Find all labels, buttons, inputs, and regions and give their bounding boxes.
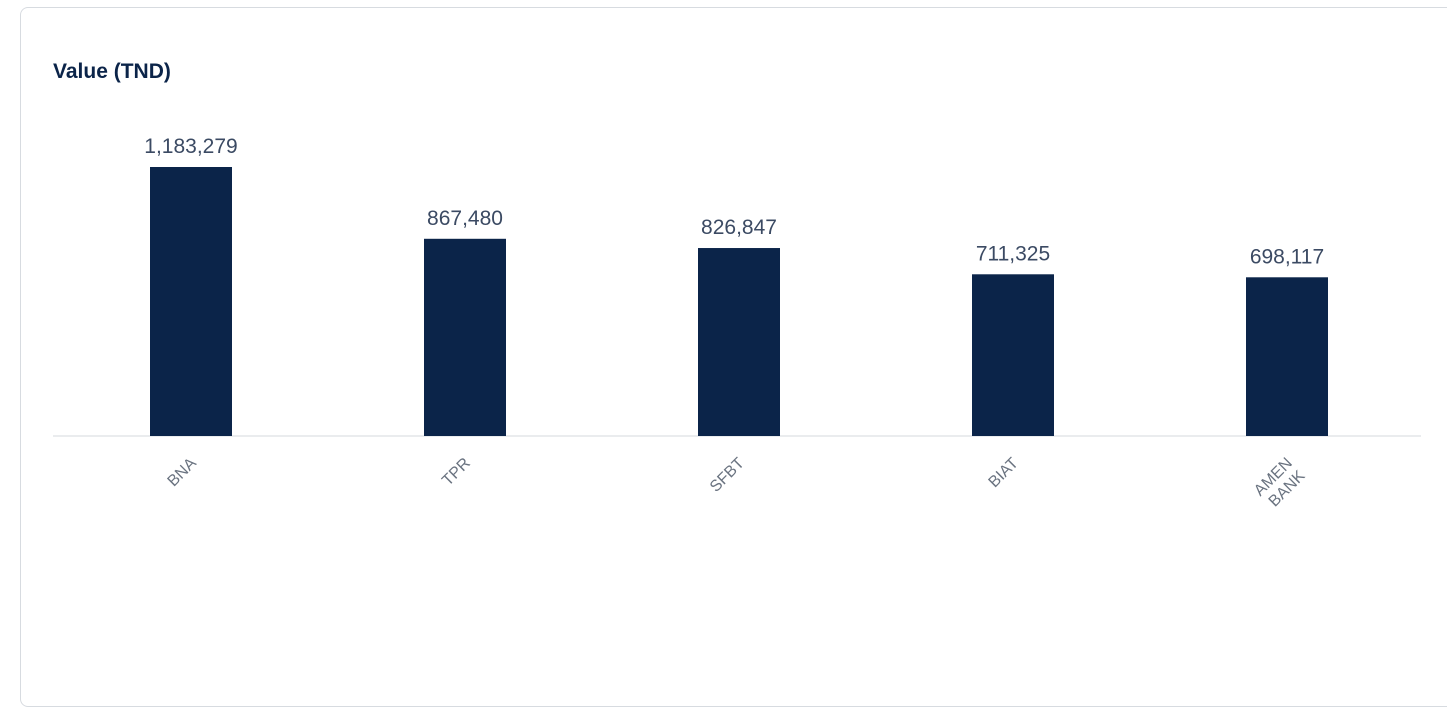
bar-sfbt[interactable] — [698, 248, 780, 436]
data-label: 711,325 — [976, 242, 1050, 265]
bar-chart: 1,183,279 BNA 867,480 TPR 826,847 SFBT 711,325… — [53, 135, 1421, 513]
bar-bna[interactable] — [150, 167, 232, 436]
chart-card: Value (TND) 1,183,279 BNA 867,480 TPR 826,84… — [20, 7, 1447, 707]
data-label: 867,480 — [427, 207, 503, 230]
chart-title: Value (TND) — [53, 60, 171, 83]
x-tick-label: AMENBANK — [1251, 455, 1309, 513]
bar-biat[interactable] — [972, 274, 1054, 436]
x-tick-label: BIAT — [986, 455, 1022, 491]
x-tick-label: SFBT — [707, 455, 748, 496]
x-tick-label: BNA — [165, 455, 201, 491]
x-tick-label: TPR — [439, 455, 474, 490]
bar-amen-bank[interactable] — [1246, 277, 1328, 436]
data-label: 1,183,279 — [144, 135, 237, 158]
data-label: 826,847 — [701, 216, 777, 239]
bar-tpr[interactable] — [424, 238, 506, 436]
data-label: 698,117 — [1250, 245, 1324, 268]
